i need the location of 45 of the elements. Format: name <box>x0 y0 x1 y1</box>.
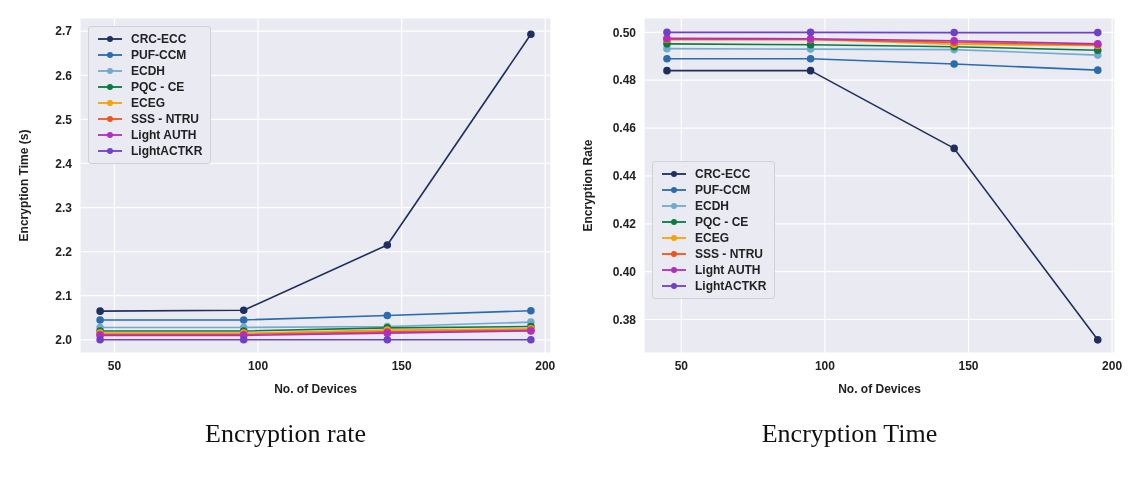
legend-label: SSS - NTRU <box>131 111 200 127</box>
legend-label: CRC-ECC <box>131 31 187 47</box>
x-axis-title: No. of Devices <box>838 382 922 396</box>
y-tick-label: 0.40 <box>612 264 637 279</box>
legend-label: PUF-CCM <box>695 182 751 198</box>
y-tick-label: 0.44 <box>612 169 637 184</box>
y-tick-label: 2.7 <box>55 24 73 39</box>
legend-label: CRC-ECC <box>695 166 751 182</box>
y-tick-label: 0.46 <box>612 121 637 136</box>
x-tick-label: 150 <box>391 358 412 373</box>
x-tick-label: 150 <box>958 358 979 373</box>
legend-label: SSS - NTRU <box>695 246 764 262</box>
legend-label: ECDH <box>695 198 730 214</box>
legend-label: ECEG <box>131 95 166 111</box>
y-axis-title: Encryption Time (s) <box>17 129 32 242</box>
y-tick-label: 0.50 <box>612 25 637 40</box>
y-tick-label: 2.2 <box>55 244 73 259</box>
y-tick-label: 2.6 <box>55 68 73 83</box>
x-tick-label: 50 <box>107 358 122 373</box>
y-tick-label: 0.38 <box>612 312 637 327</box>
y-axis-title: Encryption Rate <box>581 139 596 232</box>
y-tick-label: 2.4 <box>55 156 73 171</box>
legend-label: PQC - CE <box>695 214 749 230</box>
x-tick-label: 100 <box>814 358 836 373</box>
legend-label: PUF-CCM <box>131 47 187 63</box>
y-tick-label: 2.1 <box>55 288 73 303</box>
legend-label: Light AUTH <box>695 262 761 278</box>
text: Encryption Time <box>760 419 939 449</box>
x-tick-label: 200 <box>535 358 556 373</box>
y-tick-label: 2.5 <box>55 112 73 127</box>
x-axis-title: No. of Devices <box>274 382 358 396</box>
y-tick-label: 2.3 <box>55 200 73 215</box>
x-tick-label: 50 <box>674 358 689 373</box>
legend-label: LightACTKR <box>131 143 203 159</box>
legend-label: PQC - CE <box>131 79 185 95</box>
y-tick-label: 0.48 <box>612 73 637 88</box>
y-tick-label: 0.42 <box>612 217 637 232</box>
legend-label: ECEG <box>695 230 730 246</box>
legend-label: Light AUTH <box>131 127 197 143</box>
y-tick-label: 2.0 <box>55 333 73 348</box>
legend-label: ECDH <box>131 63 166 79</box>
legend-label: LightACTKR <box>695 278 767 294</box>
text: Encryption rate <box>204 419 367 449</box>
x-tick-label: 200 <box>1102 358 1123 373</box>
x-tick-label: 100 <box>248 358 269 373</box>
